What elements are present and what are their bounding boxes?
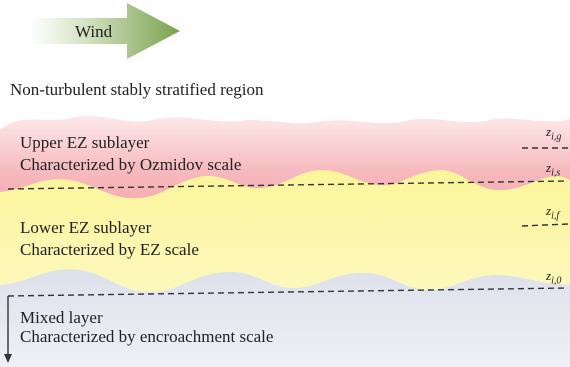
upper-sublayer-title: Upper EZ sublayer bbox=[20, 133, 150, 152]
wind-arrow-icon bbox=[30, 3, 180, 59]
mixed-layer-title: Mixed layer bbox=[20, 308, 103, 327]
z-if-label: zi,f bbox=[546, 203, 560, 222]
lower-sublayer-description: Characterized by EZ scale bbox=[20, 240, 199, 259]
wind-label: Wind bbox=[75, 22, 113, 41]
upper-sublayer-description: Characterized by Ozmidov scale bbox=[20, 155, 242, 174]
mixed-layer-description: Characterized by encroachment scale bbox=[20, 327, 274, 346]
z-ig-label: zi,g bbox=[546, 124, 562, 143]
lower-sublayer-title: Lower EZ sublayer bbox=[20, 218, 152, 237]
z-if-dashed-line bbox=[521, 223, 569, 227]
z-is-label: zi,s bbox=[546, 160, 561, 179]
z-i0-dashed-line bbox=[7, 287, 569, 297]
stable-region-label: Non-turbulent stably stratified region bbox=[10, 80, 264, 99]
z-i0-label: zi,0 bbox=[546, 268, 562, 287]
down-arrow-icon bbox=[4, 354, 12, 363]
lower-ez-sublayer-region bbox=[0, 170, 570, 300]
z-is-dashed-line bbox=[7, 180, 569, 190]
